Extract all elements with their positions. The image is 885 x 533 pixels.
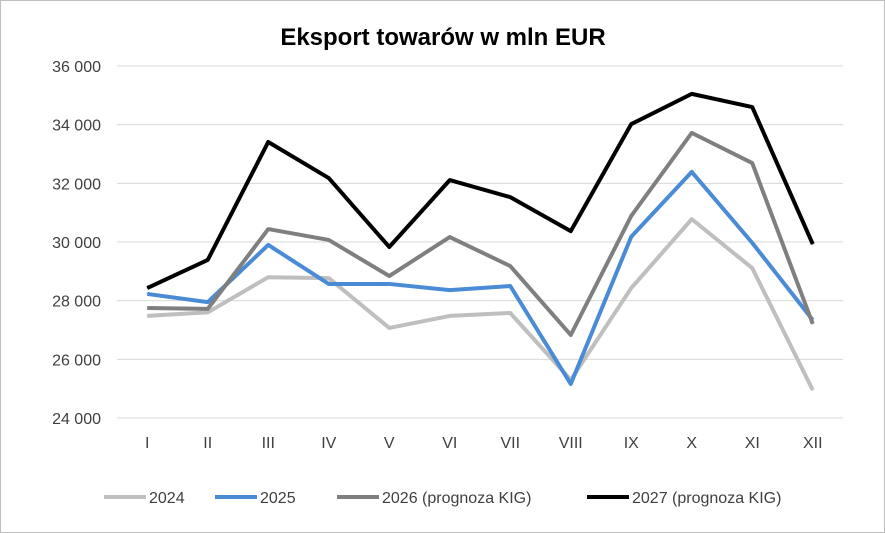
data-point	[388, 283, 390, 285]
y-tick-label: 36 000	[52, 59, 101, 76]
data-point	[691, 93, 693, 95]
data-point	[570, 383, 572, 385]
x-tick-label: II	[203, 435, 212, 452]
x-tick-label: V	[384, 435, 395, 452]
x-tick-label: III	[262, 435, 275, 452]
y-tick-label: 26 000	[52, 352, 101, 369]
series-line-2024	[147, 217, 815, 392]
data-point	[449, 289, 451, 291]
data-point	[449, 179, 451, 181]
data-point	[509, 312, 511, 314]
data-point	[812, 243, 814, 245]
data-point	[267, 276, 269, 278]
x-tick-label: XII	[803, 435, 823, 452]
data-point	[509, 285, 511, 287]
data-point	[691, 132, 693, 134]
chart-title: Eksport towarów w mln EUR	[280, 24, 605, 51]
data-point	[328, 177, 330, 179]
data-point	[751, 162, 753, 164]
data-point	[630, 123, 632, 125]
data-point	[267, 244, 269, 246]
data-point	[146, 307, 148, 309]
legend-label: 2027 (prognoza KIG)	[632, 490, 781, 507]
data-point	[207, 308, 209, 310]
y-tick-label: 30 000	[52, 235, 101, 252]
data-point	[267, 141, 269, 143]
data-point	[388, 246, 390, 248]
data-point	[449, 236, 451, 238]
data-point	[328, 277, 330, 279]
data-point	[328, 283, 330, 285]
x-tick-label: VII	[500, 435, 520, 452]
data-point	[812, 323, 814, 325]
data-point	[630, 215, 632, 217]
legend-label: 2026 (prognoza KIG)	[382, 490, 531, 507]
data-point	[630, 236, 632, 238]
data-point	[509, 265, 511, 267]
x-tick-label: IX	[624, 435, 639, 452]
legend-label: 2024	[149, 490, 185, 507]
data-point	[449, 315, 451, 317]
series-line-2025	[146, 169, 815, 386]
y-tick-label: 32 000	[52, 176, 101, 193]
data-point	[207, 311, 209, 313]
data-point	[691, 171, 693, 173]
series-line-2026	[147, 130, 815, 337]
data-point	[146, 315, 148, 317]
data-point	[691, 218, 693, 220]
x-tick-label: VI	[442, 435, 457, 452]
data-point	[630, 287, 632, 289]
data-point	[751, 106, 753, 108]
data-point	[146, 287, 148, 289]
data-point	[207, 259, 209, 261]
data-point	[812, 389, 814, 391]
data-point	[328, 239, 330, 241]
x-tick-label: VIII	[559, 435, 583, 452]
x-tick-label: IV	[321, 435, 336, 452]
x-tick-label: I	[145, 435, 149, 452]
data-point	[751, 242, 753, 244]
legend-label: 2025	[260, 490, 296, 507]
series-line-2027	[146, 91, 815, 290]
data-point	[207, 301, 209, 303]
data-point	[570, 334, 572, 336]
data-point	[267, 228, 269, 230]
x-tick-label: X	[686, 435, 697, 452]
data-point	[146, 293, 148, 295]
data-point	[509, 196, 511, 198]
y-tick-label: 24 000	[52, 411, 101, 428]
data-point	[388, 327, 390, 329]
y-tick-label: 28 000	[52, 294, 101, 311]
data-point	[570, 230, 572, 232]
data-point	[751, 267, 753, 269]
data-point	[388, 275, 390, 277]
y-tick-label: 34 000	[52, 118, 101, 135]
x-tick-label: XI	[745, 435, 760, 452]
